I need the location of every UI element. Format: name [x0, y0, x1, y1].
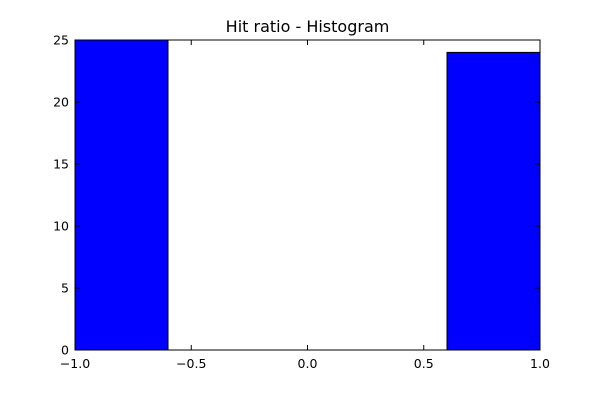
bars-group [74, 39, 541, 351]
y-tick-label: 25 [53, 33, 69, 48]
y-tick-label: 0 [61, 343, 69, 358]
y-tick-label: 20 [53, 95, 69, 110]
y-tick-label: 10 [53, 219, 69, 234]
plot-frame [74, 39, 541, 351]
histogram-bar [74, 39, 169, 351]
chart-title: Hit ratio - Histogram [226, 17, 390, 36]
y-tick-label: 5 [61, 281, 69, 296]
histogram-bar [446, 51, 541, 351]
y-tick-label: 15 [53, 157, 69, 172]
x-tick-label: 0.0 [298, 356, 318, 371]
x-tick-label: 1.0 [530, 356, 550, 371]
x-tick-label: 0.5 [414, 356, 434, 371]
ticks-group: −1.0 −0.5 0.0 0.5 1.0 0 5 10 15 20 25 [53, 33, 550, 372]
x-tick-label: −0.5 [176, 356, 206, 371]
x-tick-label: −1.0 [60, 356, 90, 371]
